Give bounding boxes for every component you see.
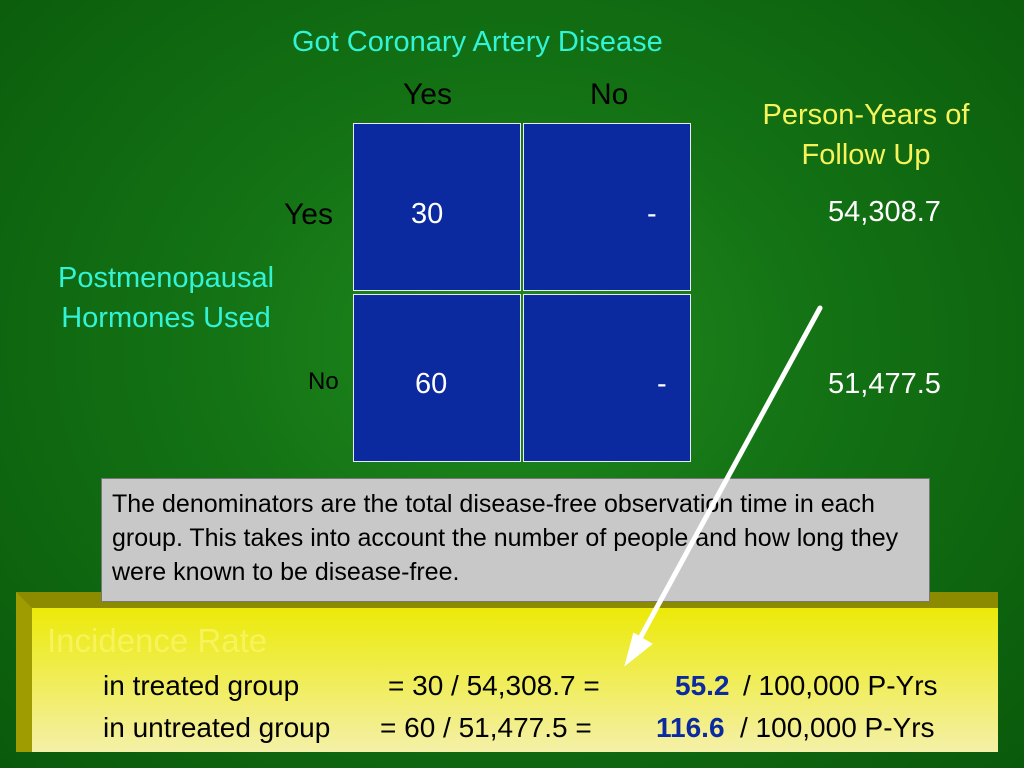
person-years-untreated: 51,477.5 — [828, 368, 941, 400]
cell-value-untreated-disease: 60 — [415, 368, 448, 400]
column-header-yes: Yes — [403, 78, 452, 111]
treated-group-label: in treated group — [103, 670, 300, 701]
row-header-yes: Yes — [284, 198, 333, 231]
untreated-group-label: in untreated group — [103, 712, 331, 743]
untreated-group-equation: = 60 / 51,477.5 = — [380, 712, 592, 743]
person-years-treated: 54,308.7 — [828, 196, 941, 228]
incidence-rate-title: Incidence Rate — [47, 622, 268, 659]
cell-value-treated-disease: 30 — [411, 198, 444, 230]
untreated-group-unit: / 100,000 P-Yrs — [740, 712, 935, 743]
cell-value-treated-no-disease: - — [647, 198, 657, 230]
column-header-no: No — [590, 78, 629, 111]
denominator-note: The denominators are the total disease-f… — [101, 478, 930, 602]
table-title: Got Coronary Artery Disease — [292, 26, 663, 58]
table-cell — [353, 123, 521, 291]
row-axis-label: Postmenopausal Hormones Used — [57, 262, 275, 334]
cell-value-untreated-no-disease: - — [657, 368, 667, 400]
treated-group-equation: = 30 / 54,308.7 = — [388, 670, 600, 701]
treated-group-unit: / 100,000 P-Yrs — [743, 670, 938, 701]
treated-group-rate: 55.2 — [675, 670, 730, 701]
untreated-group-rate: 116.6 — [656, 712, 725, 743]
person-years-header: Person-Years of Follow Up — [762, 99, 970, 171]
table-cell — [353, 294, 521, 462]
table-cell — [523, 123, 691, 291]
row-header-no: No — [308, 368, 339, 395]
